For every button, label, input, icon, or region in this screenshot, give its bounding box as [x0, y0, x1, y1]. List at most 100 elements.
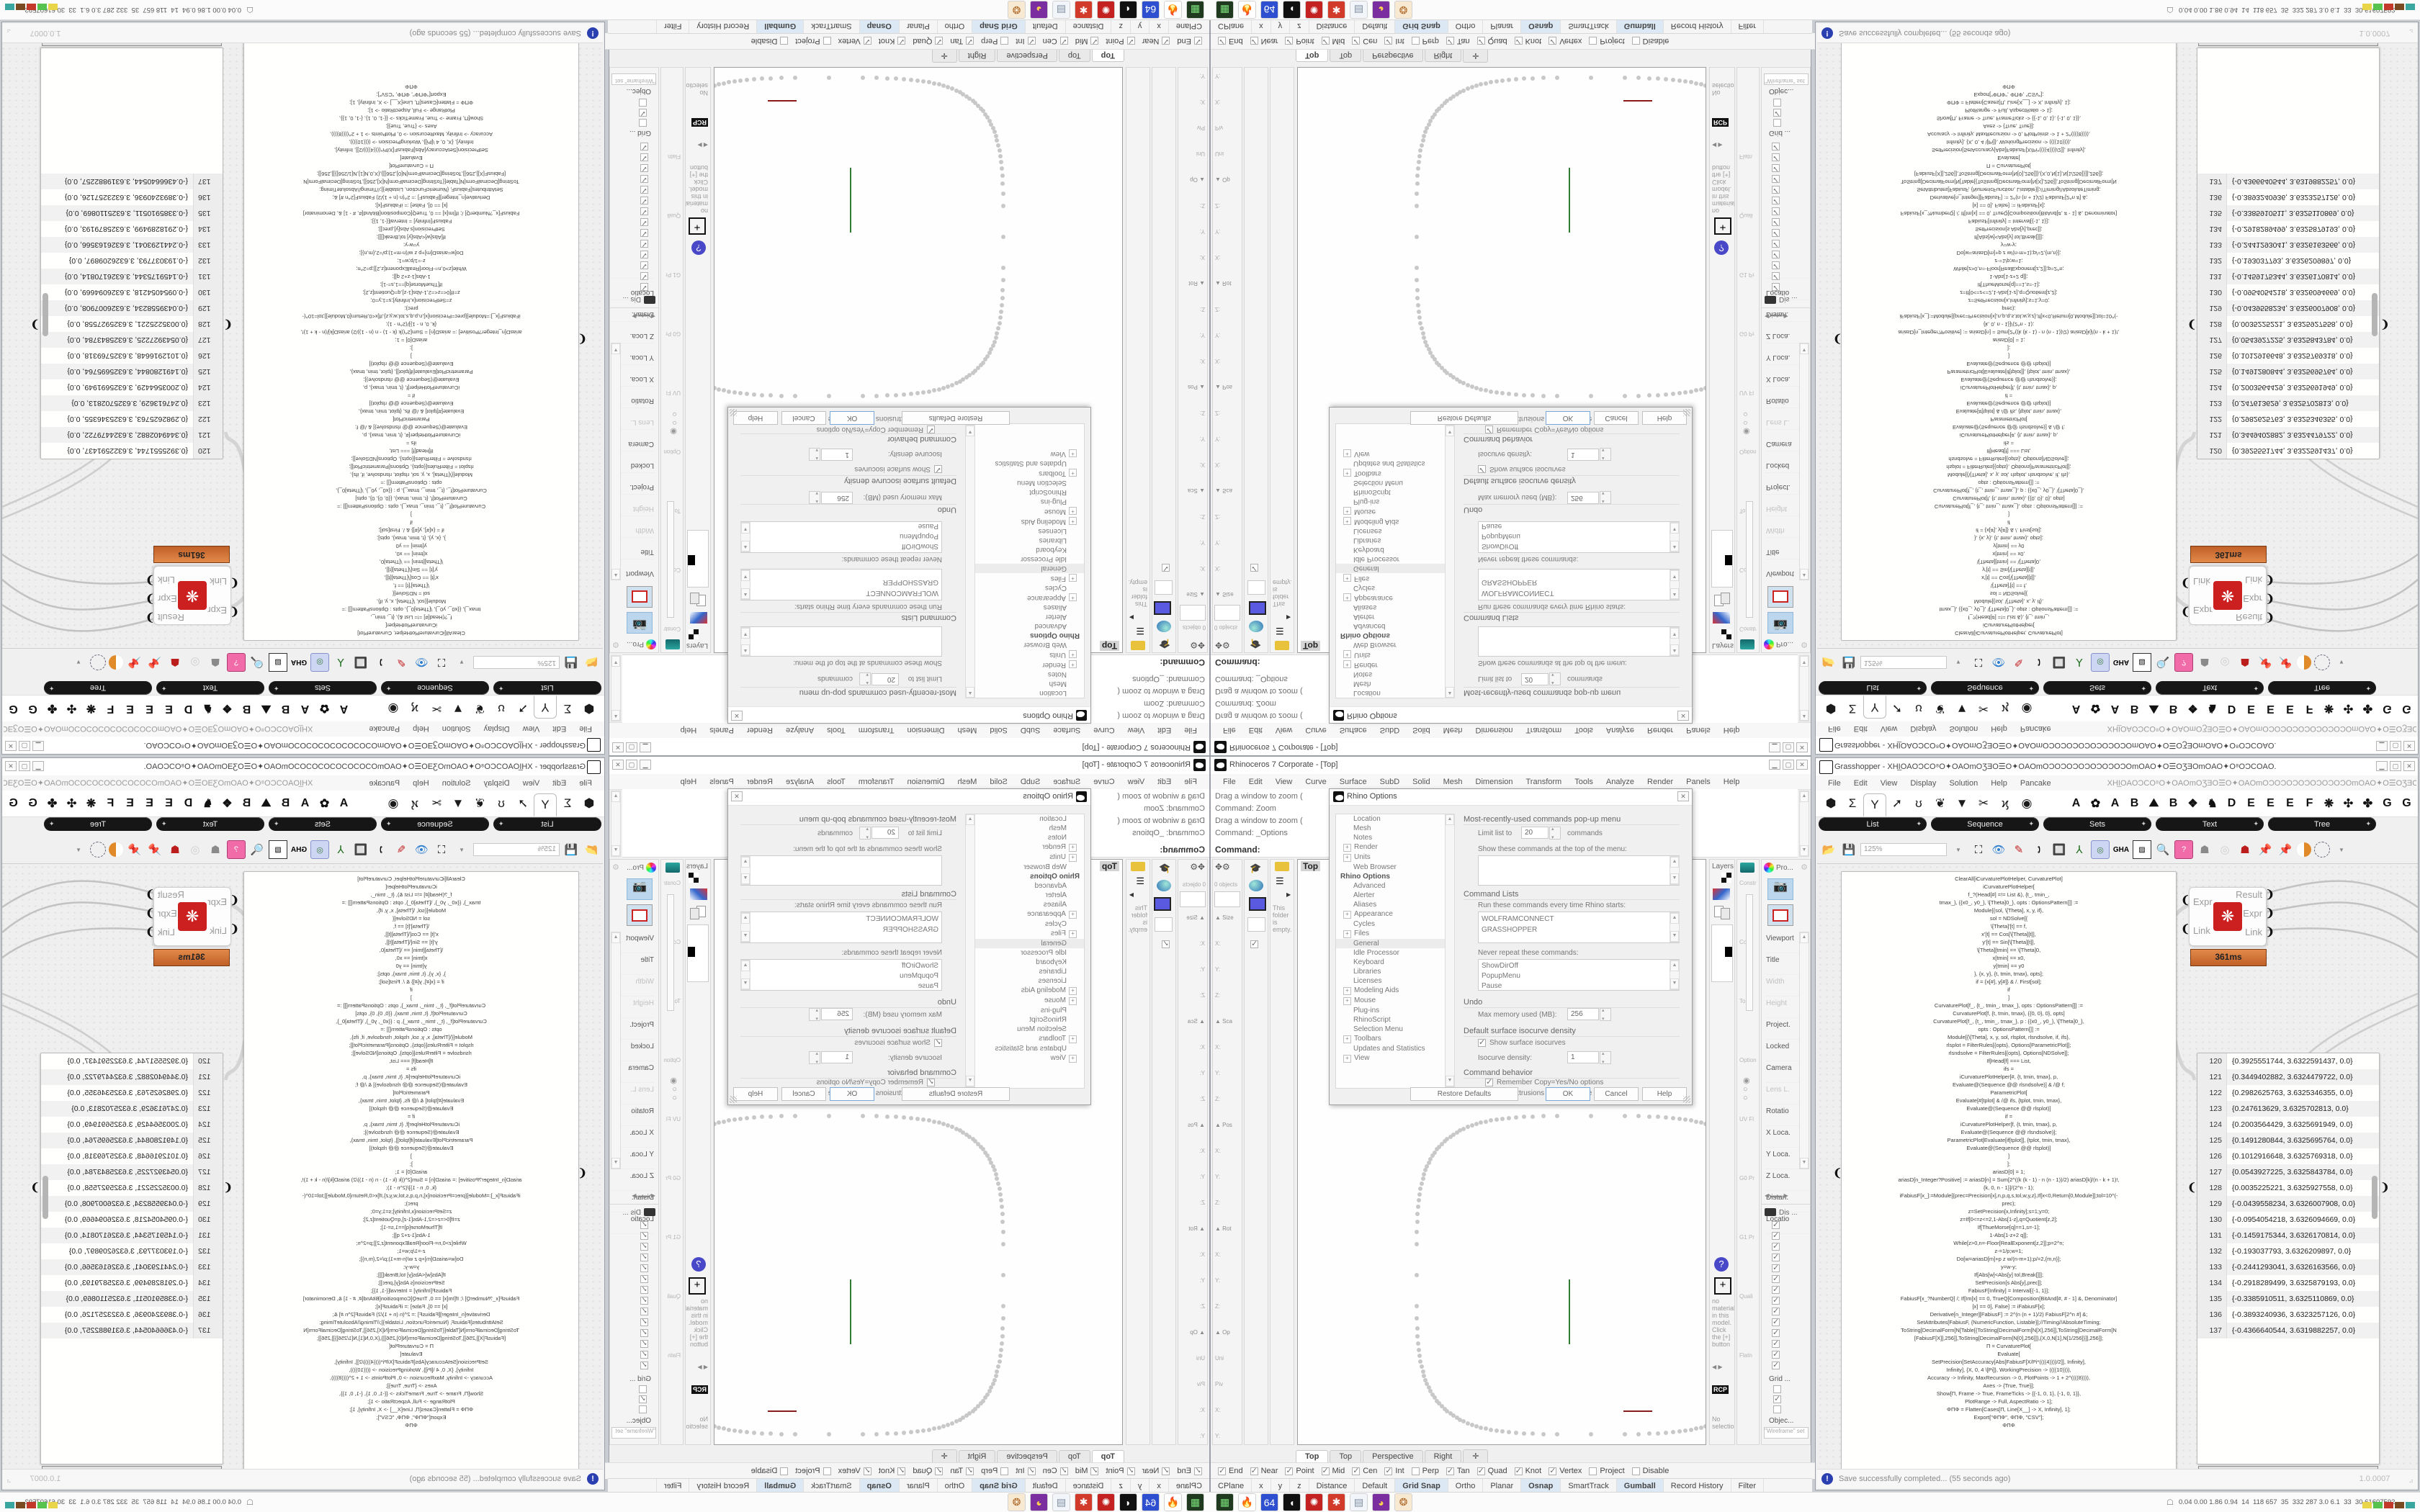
expand-icon[interactable]: ▶	[1129, 614, 1134, 621]
command-scrollbar[interactable]: ▲ ▼	[1799, 791, 1809, 857]
lasso-selection-icon[interactable]	[2314, 842, 2330, 858]
list-scrollbar[interactable]: ▲ ▼	[740, 570, 750, 600]
gh-category-tab-icon[interactable]: Σ	[563, 702, 572, 716]
options-tree-item[interactable]: Updates and Statistics	[1353, 1045, 1425, 1053]
status-cell[interactable]: y	[1129, 19, 1150, 33]
gh-category-tab-icon[interactable]: ⬢	[583, 796, 595, 810]
finder-icon[interactable]: 🔍	[2156, 656, 2170, 668]
galapagos-icon[interactable]: ◎	[310, 653, 329, 672]
display-option-checkbox[interactable]	[640, 1351, 648, 1359]
paper2-icon[interactable]	[690, 593, 699, 604]
gh-group-dropdown[interactable]: Sets ✦	[2043, 817, 2151, 831]
gh-plugin-tab[interactable]: E	[2286, 797, 2294, 809]
shaded-sphere-icon[interactable]	[1157, 621, 1171, 632]
gh-group-dropdown[interactable]: Sequence ✦	[381, 681, 489, 695]
rhino-options-dialog[interactable]: Rhino Options ✕ LocationMeshNotesRenderU…	[727, 788, 1091, 1105]
options-tree-item[interactable]: Libraries	[1353, 536, 1381, 544]
osnap-toggle[interactable]: Point	[1106, 1467, 1135, 1475]
property-row[interactable]: X Loca.	[1766, 1126, 1809, 1148]
bake-red-icon[interactable]: ☗	[2240, 844, 2250, 856]
component-grip[interactable]: ❩	[145, 907, 155, 919]
menu-icon[interactable]: ☰	[1136, 876, 1144, 886]
dialog-titlebar[interactable]: Rhino Options ✕	[1330, 789, 1692, 806]
camera-gear-icon[interactable]	[666, 863, 680, 873]
tray-icon[interactable]	[16, 1502, 25, 1508]
list-scrollbar[interactable]: ▲ ▼	[1670, 570, 1680, 600]
tray-icon[interactable]	[27, 4, 36, 10]
osnap-toggle[interactable]: Disable	[751, 1467, 789, 1475]
options-tree-item[interactable]: Render	[974, 660, 1084, 670]
panel-output-grip[interactable]: ❩	[2380, 1182, 2390, 1194]
gh-plugin-tab[interactable]: B	[242, 797, 251, 809]
osnap-toggle[interactable]: Perp	[981, 37, 1009, 45]
viewport-tab[interactable]: Top	[1091, 1450, 1124, 1462]
status-cell[interactable]: x	[1149, 19, 1168, 33]
osnap-toggle[interactable]: Quad	[913, 1467, 944, 1475]
status-cell[interactable]: CPlane	[1168, 1479, 1209, 1493]
rhino-menu-item[interactable]: Edit	[1157, 726, 1172, 735]
named-view-icon[interactable]: 🕽	[379, 843, 383, 856]
osnap-toggle[interactable]: Point	[1285, 1466, 1314, 1475]
status-cell[interactable]: Filter	[656, 19, 689, 33]
display-option-checkbox[interactable]	[640, 143, 648, 150]
bake-white-icon[interactable]: ◎	[190, 656, 200, 668]
camera-button[interactable]: 📷	[1767, 878, 1793, 900]
galapagos-icon[interactable]: ◎	[310, 840, 329, 859]
show-commands-list[interactable]	[1478, 626, 1680, 657]
gh-category-tab-icon[interactable]: Y	[534, 793, 557, 816]
rhino-menu-item[interactable]: Transform	[1525, 777, 1562, 786]
galapagos-icon[interactable]: ◎	[2091, 653, 2110, 672]
viewport-label[interactable]: Top	[1301, 861, 1321, 871]
display-option-checkbox[interactable]	[1772, 1230, 1780, 1240]
options-tree-item[interactable]: Selection Menu	[1017, 1025, 1067, 1033]
panel-output-grip[interactable]: ❩	[2380, 318, 2390, 330]
gh-plugin-tab[interactable]: G	[2383, 797, 2392, 809]
gh-plugin-tab[interactable]: F	[2305, 703, 2313, 715]
component-input-expr[interactable]: Expr	[207, 605, 227, 616]
rhino-menu-item[interactable]: View	[1127, 726, 1145, 735]
axes-icon[interactable]: ⅄	[337, 656, 344, 668]
status-cell[interactable]: SmartTrack	[803, 19, 859, 33]
options-tree-item[interactable]: Updates and Statistics	[995, 459, 1067, 467]
property-row[interactable]: Rotatio	[1766, 1104, 1809, 1126]
gh-plugin-tab[interactable]: ✣	[66, 702, 77, 714]
resize-grip[interactable]	[730, 1096, 737, 1103]
status-cell[interactable]: Gumball	[756, 19, 804, 33]
display-option-checkbox[interactable]	[1772, 1360, 1780, 1369]
command-scrollbar[interactable]: ▲ ▼	[611, 791, 621, 857]
gradient-icon[interactable]	[1713, 612, 1730, 624]
component-output-expr[interactable]: Expr	[2243, 908, 2262, 919]
rhino-menu-item[interactable]: Dimension	[907, 726, 945, 735]
ok-button[interactable]: OK	[830, 411, 874, 425]
gh-menu-item[interactable]: Solution	[1949, 724, 1978, 734]
minimize-button[interactable]: ▁	[640, 760, 651, 770]
options-tree-item[interactable]: Plug-ins	[1040, 1007, 1067, 1014]
options-tree-item[interactable]: Idle Processor	[1021, 555, 1067, 563]
sketch-pen-icon[interactable]: ✎	[396, 656, 406, 668]
gh-plugin-tab[interactable]: ✤	[2362, 702, 2373, 714]
osnap-toggle[interactable]: End	[1177, 1467, 1202, 1475]
rhino-menu-item[interactable]: Edit	[1248, 777, 1263, 786]
component-grip[interactable]: ❨	[230, 923, 239, 935]
gh-plugin-tab[interactable]: G	[9, 703, 18, 715]
property-row[interactable]: Locked	[1766, 1040, 1809, 1061]
gh-plugin-tab[interactable]: G	[2402, 797, 2411, 809]
display-option-checkbox[interactable]	[640, 218, 648, 226]
lasso-selection-icon[interactable]	[90, 842, 106, 858]
gradient-icon[interactable]	[690, 612, 707, 624]
display-option-checkbox[interactable]	[1772, 1241, 1780, 1251]
options-tree-item[interactable]: Appearance	[1336, 593, 1446, 603]
unknown-object-icon[interactable]: ?	[2174, 840, 2193, 859]
rhino-menu-item[interactable]: Render	[1647, 726, 1674, 735]
component-output-link[interactable]: Link	[158, 575, 175, 585]
command-prompt[interactable]: Command:	[1215, 657, 1260, 667]
folder-icon[interactable]	[1275, 641, 1289, 650]
rhino-menu-item[interactable]: Help	[1723, 726, 1740, 735]
gh-resize-grip[interactable]: ⣠	[6, 30, 12, 37]
rhino-menu-item[interactable]: Help	[1723, 777, 1740, 786]
grid-checkbox[interactable]	[1773, 1405, 1781, 1413]
osnap-toggle[interactable]: Cen	[1043, 37, 1068, 45]
run-commands-list[interactable]: WOLFRAMCONNECT GRASSHOPPER	[1478, 912, 1680, 943]
expand-icon[interactable]: ▶	[1286, 891, 1291, 898]
iso-spinner[interactable]	[1600, 1050, 1611, 1065]
